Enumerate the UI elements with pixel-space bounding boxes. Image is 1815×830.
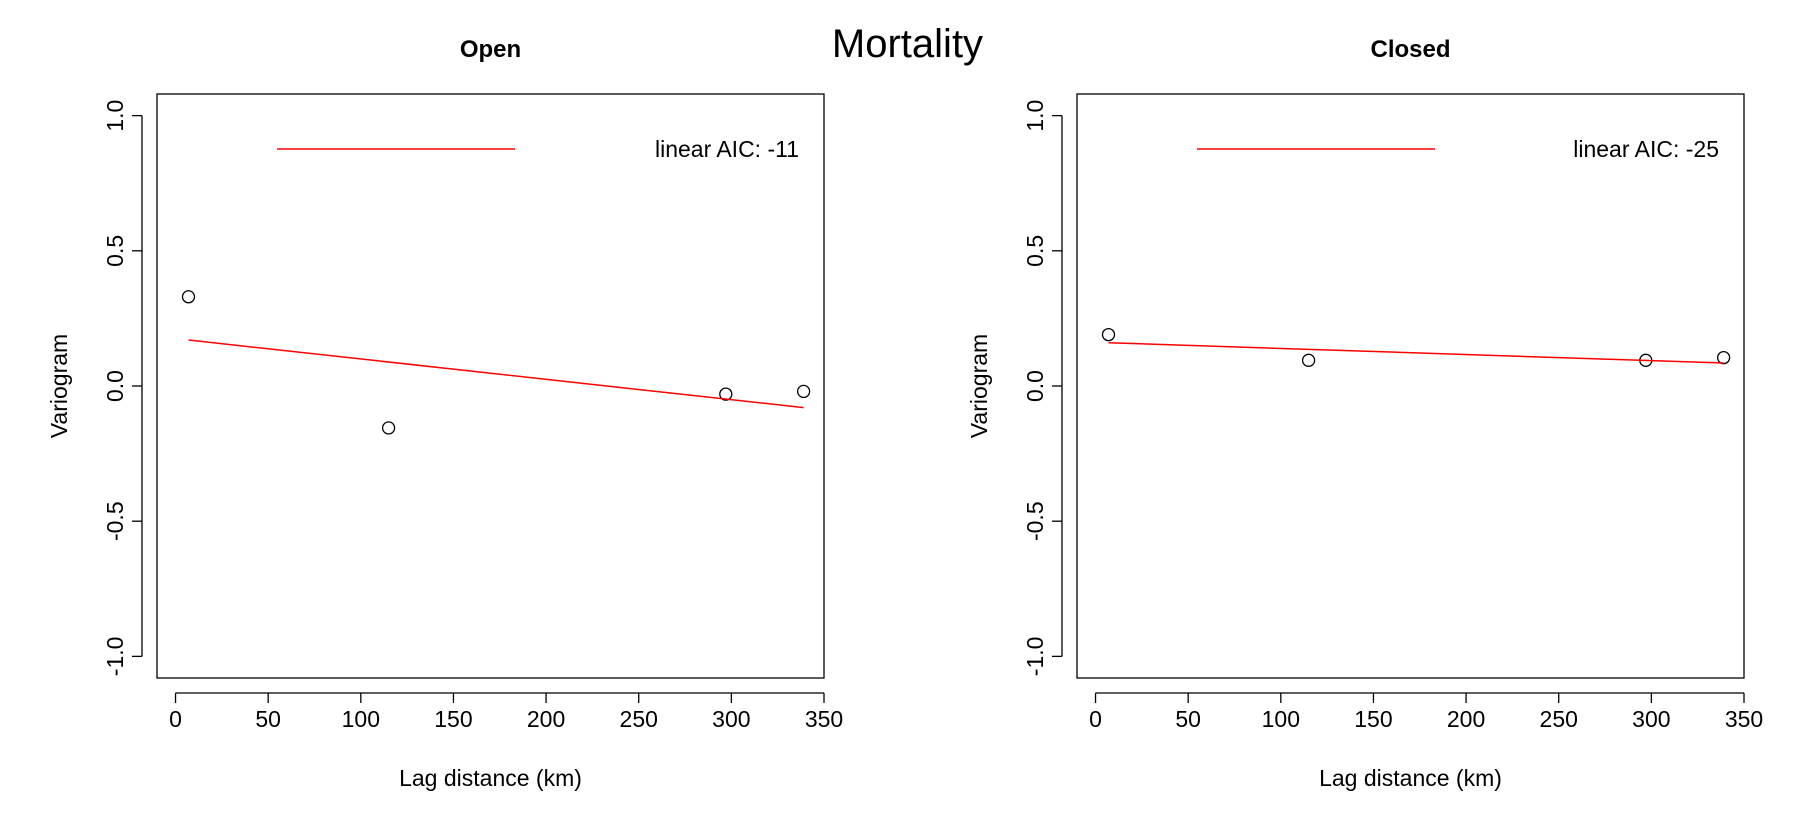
- x-tick-label: 350: [805, 706, 843, 732]
- x-tick-label: 0: [1089, 706, 1102, 732]
- fit-line: [188, 339, 804, 409]
- panel-title: Closed: [1370, 36, 1450, 63]
- y-axis-label: Variogram: [46, 334, 72, 438]
- x-tick-label: 0: [169, 706, 182, 732]
- data-point: [381, 421, 396, 435]
- legend-label: linear AIC: -25: [1573, 136, 1719, 162]
- y-tick-label: -1.0: [1022, 637, 1048, 677]
- data-point: [719, 387, 733, 401]
- x-tick-label: 250: [1540, 706, 1578, 732]
- x-tick-label: 100: [1262, 706, 1300, 732]
- x-tick-label: 200: [527, 706, 565, 732]
- y-tick-label: 1.0: [1022, 100, 1048, 132]
- y-tick-label: -0.5: [102, 501, 128, 541]
- x-tick-label: 350: [1725, 706, 1763, 732]
- x-tick-label: 150: [434, 706, 472, 732]
- y-tick-label: 0.5: [102, 235, 128, 267]
- legend-label: linear AIC: -11: [655, 136, 799, 162]
- y-tick-label: -1.0: [102, 637, 128, 677]
- data-point: [1716, 350, 1731, 365]
- y-tick-label: 0.0: [1022, 370, 1048, 402]
- data-point: [796, 384, 811, 399]
- x-tick-label: 300: [712, 706, 750, 732]
- y-tick-label: -0.5: [1022, 501, 1048, 541]
- data-point: [1301, 353, 1316, 367]
- chart-panel-0: Open 0 50 100 150 200 250 300 350 Lag distance (k…: [46, 36, 843, 791]
- y-tick-label: 0.5: [1022, 235, 1048, 267]
- chart-panel-1: Closed 0 50 100 150 200 250 300 350 Lag distance …: [966, 36, 1763, 791]
- x-axis-label: Lag distance (km): [399, 765, 582, 791]
- x-tick-label: 250: [620, 706, 658, 732]
- x-tick-label: 50: [1175, 706, 1201, 732]
- fit-line: [1108, 341, 1724, 364]
- figure-title: Mortality: [831, 22, 984, 66]
- x-tick-label: 100: [342, 706, 380, 732]
- y-tick-label: 0.0: [102, 370, 128, 402]
- data-point: [181, 290, 196, 304]
- x-tick-label: 200: [1447, 706, 1485, 732]
- x-axis-label: Lag distance (km): [1319, 765, 1502, 791]
- y-tick-label: 1.0: [102, 100, 128, 132]
- x-tick-label: 300: [1632, 706, 1670, 732]
- plot-frame: [1076, 93, 1745, 679]
- y-axis-label: Variogram: [966, 334, 992, 438]
- x-tick-label: 150: [1354, 706, 1392, 732]
- data-point: [1101, 327, 1116, 342]
- plot-frame: [156, 93, 825, 679]
- panel-title: Open: [460, 36, 521, 63]
- x-tick-label: 50: [255, 706, 281, 732]
